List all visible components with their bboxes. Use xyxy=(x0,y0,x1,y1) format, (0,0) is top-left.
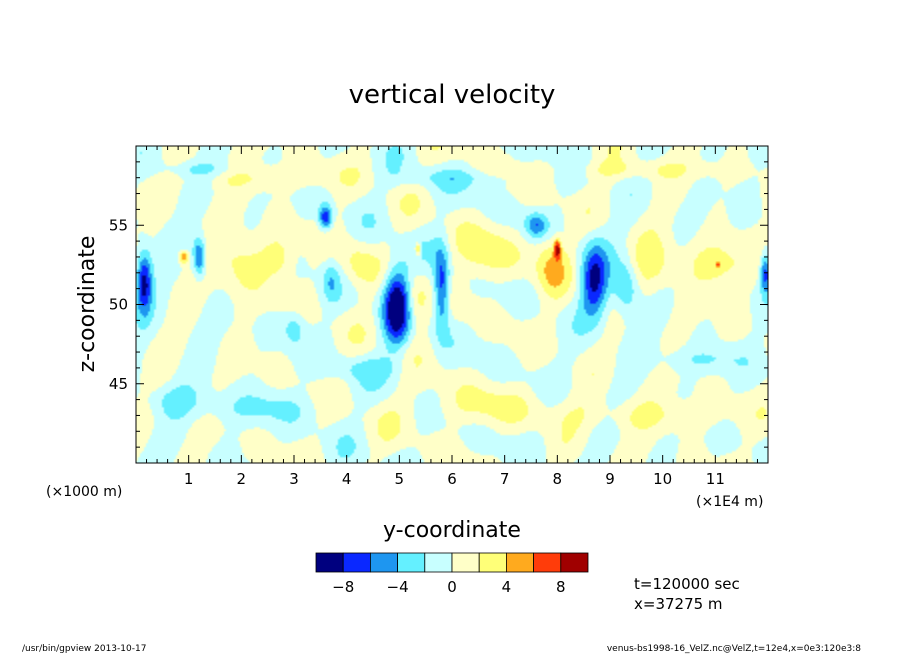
colorbar-swatch xyxy=(451,552,480,573)
colorbar-label: 0 xyxy=(447,578,457,596)
colorbar-swatch xyxy=(342,552,371,573)
x-tick-label: 5 xyxy=(395,470,405,488)
x-tick-label: 2 xyxy=(237,470,247,488)
x-axis-label: y-coordinate xyxy=(383,518,521,543)
x-unit-right: (×1E4 m) xyxy=(696,494,763,510)
colorbar-swatch xyxy=(478,552,507,573)
x-tick-label: 3 xyxy=(289,470,299,488)
colorbar-label: −8 xyxy=(332,578,354,596)
x-axis: 1 2 3 4 5 6 7 8 9 10 11 xyxy=(146,146,769,488)
x-tick-label: 7 xyxy=(500,470,510,488)
x-tick-label: 1 xyxy=(184,470,194,488)
colorbar-swatch xyxy=(315,552,344,573)
footer-right: venus-bs1998-16_VelZ.nc@VelZ,t=12e4,x=0e… xyxy=(607,644,861,654)
colorbar: −8 −4 0 4 8 xyxy=(315,552,589,596)
footer-left: /usr/bin/gpview 2013-10-17 xyxy=(22,644,146,654)
y-tick-label: 55 xyxy=(109,216,128,234)
time-annotation: t=120000 sec xyxy=(634,575,740,593)
y-tick-label: 45 xyxy=(109,375,128,393)
colorbar-swatch xyxy=(397,552,426,573)
y-axis: 45 50 55 xyxy=(109,161,768,448)
velocity-field xyxy=(136,146,768,463)
x-tick-label: 6 xyxy=(447,470,457,488)
x-tick-label: 8 xyxy=(553,470,563,488)
colorbar-label: −4 xyxy=(387,578,409,596)
x-unit-left: (×1000 m) xyxy=(46,484,122,500)
y-tick-label: 50 xyxy=(109,296,128,314)
colorbar-label: 4 xyxy=(502,578,512,596)
x-position-annotation: x=37275 m xyxy=(634,595,723,613)
chart-title: vertical velocity xyxy=(349,80,556,110)
x-tick-label: 4 xyxy=(342,470,352,488)
colorbar-swatch xyxy=(533,552,562,573)
colorbar-swatch xyxy=(369,552,398,573)
plot-area xyxy=(136,146,768,463)
x-tick-label: 10 xyxy=(653,470,672,488)
colorbar-swatch xyxy=(505,552,534,573)
colorbar-swatch xyxy=(424,552,453,573)
x-tick-label: 9 xyxy=(605,470,615,488)
x-tick-label: 11 xyxy=(706,470,725,488)
colorbar-swatch xyxy=(560,552,589,573)
y-axis-label: z-coordinate xyxy=(75,236,100,373)
colorbar-label: 8 xyxy=(556,578,566,596)
